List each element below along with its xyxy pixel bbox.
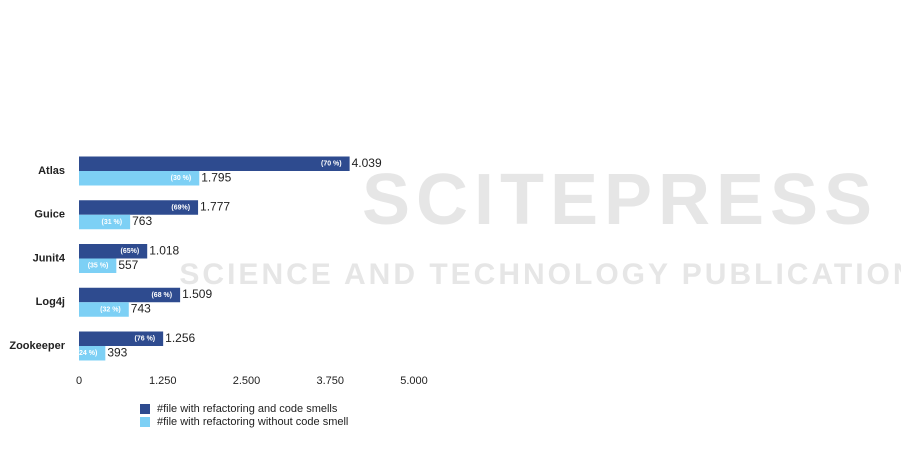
bar [79,258,117,273]
value-label: 4.039 [352,156,382,170]
y-tick-label: Zookeeper [9,340,65,352]
watermark: SCITEPRESS [362,160,878,240]
y-tick-label: Guice [34,209,65,221]
legend-label: #file with refactoring and code smells [157,403,338,415]
value-label: 763 [132,214,152,228]
legend-label: #file with refactoring without code smel… [157,416,348,428]
x-tick-label: 2.500 [233,375,261,387]
bar-percent-label: (30 %) [171,175,192,182]
value-label: 1.509 [182,287,212,301]
bar [79,200,199,215]
bar-percent-label: (70 %) [321,161,342,168]
value-label: 557 [118,258,138,272]
y-tick-label: Junit4 [33,252,66,264]
value-label: 1.256 [165,331,195,345]
x-tick-label: 5.000 [400,375,428,387]
bar-percent-label: (65%) [121,248,140,255]
x-tick-label: 0 [76,375,82,387]
bar-percent-label: (68 %) [151,292,172,299]
bar [79,214,131,230]
x-tick-label: 3.750 [316,375,344,387]
bar [79,244,148,259]
bar-percent-label: (35 %) [88,263,109,270]
value-label: 1.777 [200,200,230,214]
x-tick-label: 1.250 [149,375,177,387]
bar-percent-label: (24 %) [77,350,98,357]
bar [79,331,164,346]
bar-percent-label: (31 %) [101,219,122,226]
value-label: 1.018 [149,243,179,257]
bar-percent-label: (76 %) [135,336,156,343]
legend-swatch [140,404,150,414]
value-label: 743 [131,302,151,316]
bar [79,156,350,171]
bar [79,346,106,361]
legend-swatch [140,417,150,427]
value-label: 393 [107,345,127,359]
value-label: 1.795 [201,170,231,184]
y-tick-label: Log4j [36,296,65,308]
bar [79,302,129,317]
watermark: SCIENCE AND TECHNOLOGY PUBLICATIONS [179,258,901,291]
bar [79,287,181,303]
bar-percent-label: (69%) [171,204,190,211]
bar [79,171,200,186]
bar-percent-label: (32 %) [100,306,121,313]
y-tick-label: Atlas [38,165,65,177]
